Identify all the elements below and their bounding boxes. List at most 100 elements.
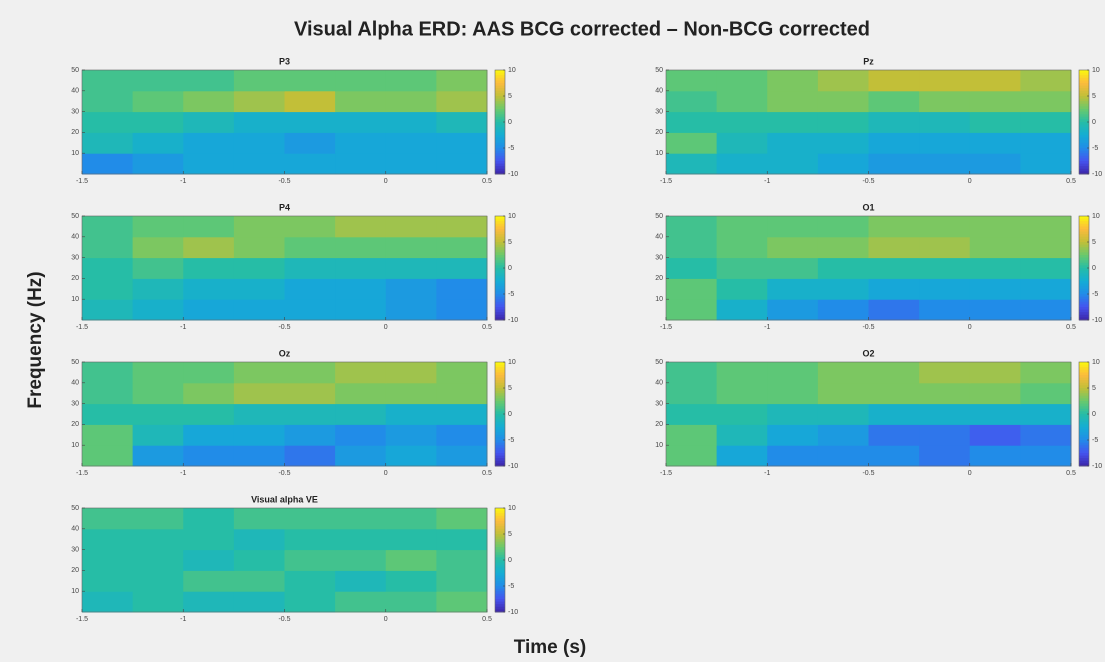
heatmap-cell — [666, 216, 718, 238]
heatmap-cell — [868, 445, 920, 467]
heatmap-cell — [817, 278, 869, 300]
heatmap-cell — [82, 299, 134, 321]
colorbar-segment — [1079, 249, 1089, 253]
colorbar-segment — [1079, 455, 1089, 459]
colorbar-segment — [495, 168, 505, 172]
heatmap-cell — [132, 403, 184, 425]
colorbar-segment — [1079, 398, 1089, 402]
heatmap-cell — [233, 508, 285, 530]
panel-title: O2 — [862, 348, 874, 358]
colorbar-segment — [1079, 362, 1089, 366]
colorbar-segment — [495, 567, 505, 571]
heatmap-cell — [82, 132, 134, 154]
heatmap-cell — [335, 445, 387, 467]
heatmap-cell — [1020, 362, 1072, 384]
heatmap-cell — [919, 299, 971, 321]
colorbar-tick-label: -5 — [508, 291, 514, 298]
colorbar-segment — [1079, 424, 1089, 428]
colorbar-segment — [495, 111, 505, 115]
colorbar-segment — [495, 562, 505, 566]
heatmap-cell — [284, 570, 336, 592]
colorbar-segment — [495, 101, 505, 105]
x-tick-label: -1 — [180, 616, 186, 623]
colorbar-segment — [1079, 309, 1089, 313]
x-tick-label: -0.5 — [862, 324, 874, 331]
colorbar-segment — [1079, 453, 1089, 457]
heatmap-cell — [183, 424, 235, 446]
heatmap-cell — [868, 278, 920, 300]
heatmap-cell — [969, 257, 1021, 279]
colorbar-segment — [1079, 129, 1089, 133]
heatmap-cell — [716, 153, 768, 175]
heatmap-cell — [666, 90, 718, 113]
heatmap-cell — [919, 216, 971, 238]
colorbar-segment — [1079, 252, 1089, 256]
heatmap-cell — [716, 403, 768, 425]
colorbar-segment — [1079, 234, 1089, 238]
heatmap-cell — [132, 111, 184, 133]
colorbar-segment — [495, 314, 505, 318]
heatmap-cell — [284, 362, 336, 384]
heatmap-cell — [436, 445, 488, 467]
panel-title: O1 — [862, 202, 874, 212]
heatmap-cell — [919, 382, 971, 405]
colorbar-segment — [1079, 380, 1089, 384]
colorbar-segment — [1079, 416, 1089, 420]
heatmap-cell — [868, 257, 920, 279]
heatmap-cell — [817, 445, 869, 467]
colorbar-segment — [495, 158, 505, 162]
heatmap-cell — [969, 299, 1021, 321]
heatmap-cell — [233, 111, 285, 133]
heatmap-cell — [183, 236, 235, 259]
colorbar-segment — [1079, 463, 1089, 467]
colorbar-tick-label: 10 — [508, 359, 516, 366]
colorbar-tick-label: 5 — [1092, 93, 1096, 100]
y-tick-label: 30 — [71, 108, 79, 115]
heatmap-cell — [817, 424, 869, 446]
y-tick-label: 20 — [71, 129, 79, 136]
x-tick-label: -1 — [764, 470, 770, 477]
colorbar-segment — [1079, 260, 1089, 264]
colorbar-segment — [1079, 294, 1089, 298]
colorbar-tick-label: 10 — [508, 213, 516, 220]
colorbar-segment — [495, 163, 505, 167]
heatmap-cell — [82, 257, 134, 279]
colorbar-segment — [495, 122, 505, 126]
heatmap-cell — [868, 132, 920, 154]
colorbar-tick-label: 10 — [1092, 67, 1100, 74]
heatmap-cell — [385, 216, 437, 238]
heatmap-cell — [716, 278, 768, 300]
colorbar-segment — [1079, 236, 1089, 240]
colorbar-segment — [495, 382, 505, 386]
colorbar-segment — [1079, 96, 1089, 100]
colorbar-segment — [495, 606, 505, 610]
heatmap-cell — [335, 403, 387, 425]
heatmap-cell — [385, 299, 437, 321]
heatmap-cell — [1020, 257, 1072, 279]
colorbar-segment — [495, 249, 505, 253]
x-axis-label: Time (s) — [514, 637, 587, 658]
y-tick-label: 50 — [71, 67, 79, 74]
colorbar-segment — [1079, 406, 1089, 410]
heatmap-cell — [1020, 382, 1072, 405]
x-tick-label: 0.5 — [482, 470, 492, 477]
heatmap-cell — [82, 549, 134, 571]
heatmap-cell — [666, 403, 718, 425]
colorbar-segment — [495, 229, 505, 233]
heatmap-cell — [335, 236, 387, 259]
heatmap-cell — [716, 424, 768, 446]
heatmap-cell — [436, 70, 488, 92]
heatmap-cell — [817, 132, 869, 154]
colorbar-segment — [495, 275, 505, 279]
heatmap-cell — [284, 299, 336, 321]
colorbar-segment — [1079, 114, 1089, 118]
colorbar-segment — [1079, 427, 1089, 431]
heatmap-cell — [82, 278, 134, 300]
colorbar-segment — [495, 534, 505, 538]
colorbar-segment — [1079, 434, 1089, 438]
colorbar-tick-label: 10 — [508, 67, 516, 74]
colorbar-tick-label: -5 — [1092, 291, 1098, 298]
heatmap-cell — [817, 216, 869, 238]
colorbar-segment — [1079, 101, 1089, 105]
y-tick-label: 30 — [655, 108, 663, 115]
